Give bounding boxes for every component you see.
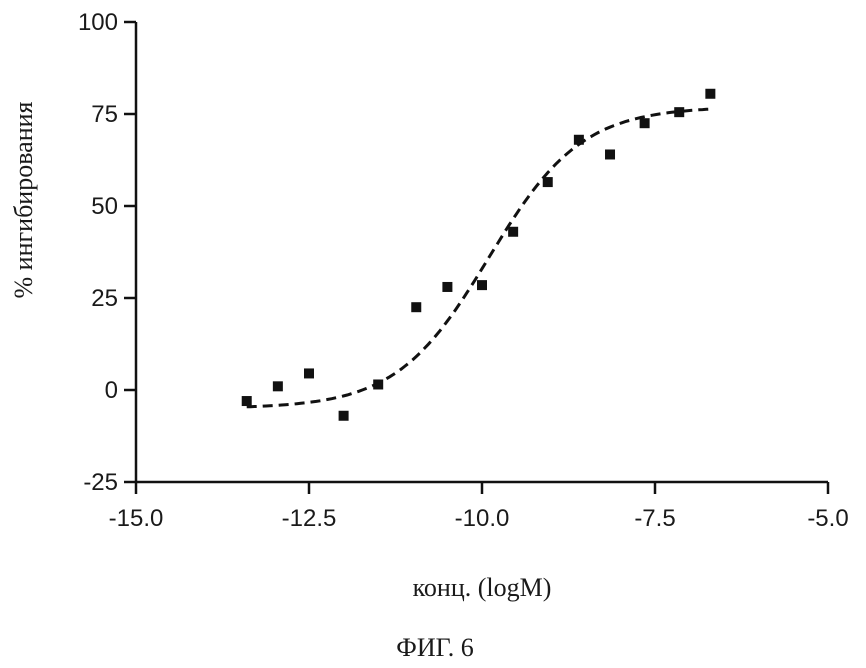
data-point — [543, 177, 553, 187]
data-point — [674, 107, 684, 117]
axes: -25 0 25 50 75 100 -15.0 -12.5 -10.0 -7.5 -5.0 — [78, 9, 849, 532]
data-point — [705, 89, 715, 99]
data-points — [242, 89, 716, 421]
x-tick-label: -7.5 — [634, 505, 675, 532]
data-point — [574, 135, 584, 145]
data-point — [242, 396, 252, 406]
figure-caption: ФИГ. 6 — [396, 633, 473, 662]
data-point — [477, 280, 487, 290]
data-point — [411, 302, 421, 312]
data-point — [373, 379, 383, 389]
data-point — [273, 381, 283, 391]
fit-curve — [247, 109, 711, 407]
x-tick-label: -12.5 — [282, 505, 337, 532]
x-tick-label: -5.0 — [807, 505, 848, 532]
data-point — [442, 282, 452, 292]
y-tick-label: 50 — [91, 193, 118, 220]
data-point — [339, 411, 349, 421]
y-tick-label: 75 — [91, 101, 118, 128]
x-tick-label: -15.0 — [109, 505, 164, 532]
y-tick-label: -25 — [83, 469, 118, 496]
y-axis-title: % ингибирования — [9, 101, 38, 298]
data-point — [508, 227, 518, 237]
y-tick-label: 100 — [78, 9, 118, 36]
data-point — [640, 118, 650, 128]
x-tick-label: -10.0 — [455, 505, 510, 532]
y-tick-label: 0 — [105, 377, 118, 404]
data-point — [304, 368, 314, 378]
data-point — [605, 149, 615, 159]
y-tick-label: 25 — [91, 285, 118, 312]
x-axis-title: конц. (logM) — [413, 573, 552, 602]
